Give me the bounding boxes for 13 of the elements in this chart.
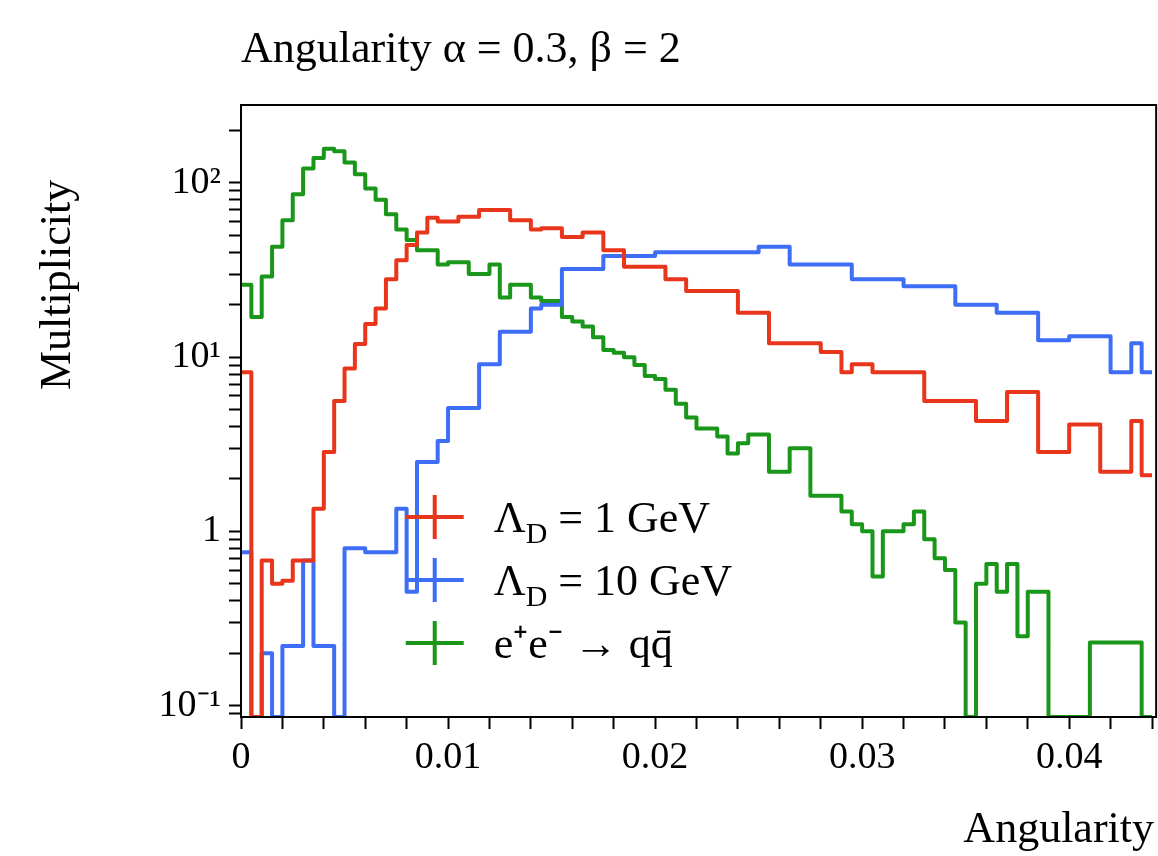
legend-label: e⁺e⁻ → qq̄ bbox=[493, 619, 673, 668]
x-tick-label: 0.03 bbox=[828, 733, 896, 776]
y-tick-label: 10² bbox=[171, 158, 221, 201]
x-axis-title: Angularity bbox=[963, 803, 1155, 852]
y-tick-label: 1 bbox=[202, 507, 221, 550]
x-tick-label: 0.02 bbox=[621, 733, 689, 776]
y-axis-title: Multiplicity bbox=[31, 179, 80, 390]
y-tick-label: 10⁻¹ bbox=[158, 681, 221, 724]
x-tick-label: 0.04 bbox=[1035, 733, 1103, 776]
x-tick-label: 0.01 bbox=[414, 733, 482, 776]
y-tick-label: 10¹ bbox=[171, 333, 221, 376]
x-tick-label: 0 bbox=[231, 733, 251, 776]
chart-title: Angularity α = 0.3, β = 2 bbox=[241, 23, 681, 72]
